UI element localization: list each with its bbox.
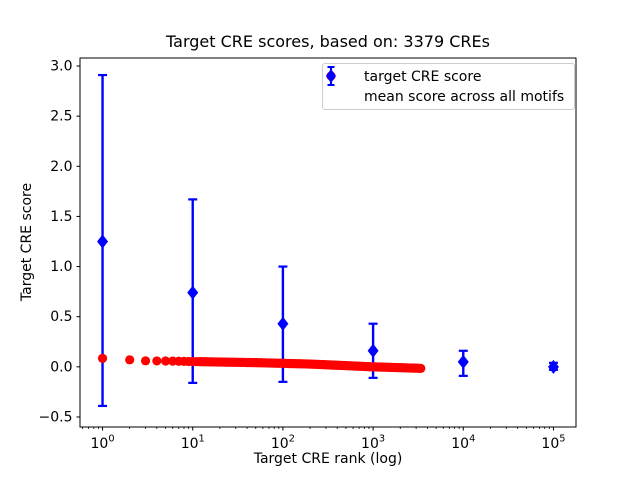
target-score-dot [152, 356, 162, 366]
y-tick-label: 0.0 [50, 359, 72, 375]
y-tick-label: 1.0 [50, 259, 72, 275]
y-tick-label: 3.0 [50, 59, 72, 75]
y-tick-label: −0.5 [39, 409, 73, 425]
legend: target CRE score mean score across all m… [322, 63, 575, 110]
mean-score-series [97, 73, 559, 408]
mean-diamond-marker [187, 285, 199, 300]
x-tick-label: 101 [181, 434, 205, 453]
legend-item-target-cre-score: target CRE score [326, 67, 568, 87]
x-axis-minor-ticks [82, 427, 550, 429]
x-tick-label: 100 [91, 434, 115, 453]
target-score-dot [125, 355, 135, 365]
target-score-dot [416, 363, 426, 373]
y-tick-label: 2.5 [50, 109, 72, 125]
axes-frame [79, 57, 577, 428]
target-score-dot [140, 356, 151, 366]
y-axis-ticks: −0.5 0.0 0.5 1.0 1.5 2.0 2.5 3.0 [39, 59, 80, 425]
mean-diamond-marker [97, 234, 109, 249]
legend-label-target: target CRE score [364, 69, 482, 85]
legend-item-mean-score: mean score across all motifs [326, 66, 568, 109]
x-axis-label: Target CRE rank (log) [253, 451, 403, 467]
y-axis-label: Target CRE score [19, 182, 35, 302]
x-tick-label: 103 [361, 434, 385, 453]
x-axis-ticks: 100 101 102 103 104 105 [91, 427, 565, 453]
x-tick-label: 104 [451, 434, 475, 453]
target-score-dot [160, 356, 171, 366]
blue-diamond-errorbar-icon [326, 66, 357, 109]
y-tick-label: 1.5 [50, 209, 72, 225]
mean-diamond-marker [367, 343, 379, 358]
mean-diamond-marker [547, 359, 559, 374]
legend-label-mean: mean score across all motifs [364, 89, 565, 105]
x-tick-label: 105 [541, 434, 565, 453]
x-tick-label: 102 [271, 434, 295, 453]
target-score-series [97, 353, 426, 373]
mean-diamond-marker [457, 354, 469, 369]
mean-diamond-marker [277, 316, 289, 331]
y-tick-label: 2.0 [50, 159, 72, 175]
chart-title: Target CRE scores, based on: 3379 CREs [166, 32, 490, 51]
target-score-dot [97, 353, 108, 363]
y-tick-label: 0.5 [50, 309, 72, 325]
